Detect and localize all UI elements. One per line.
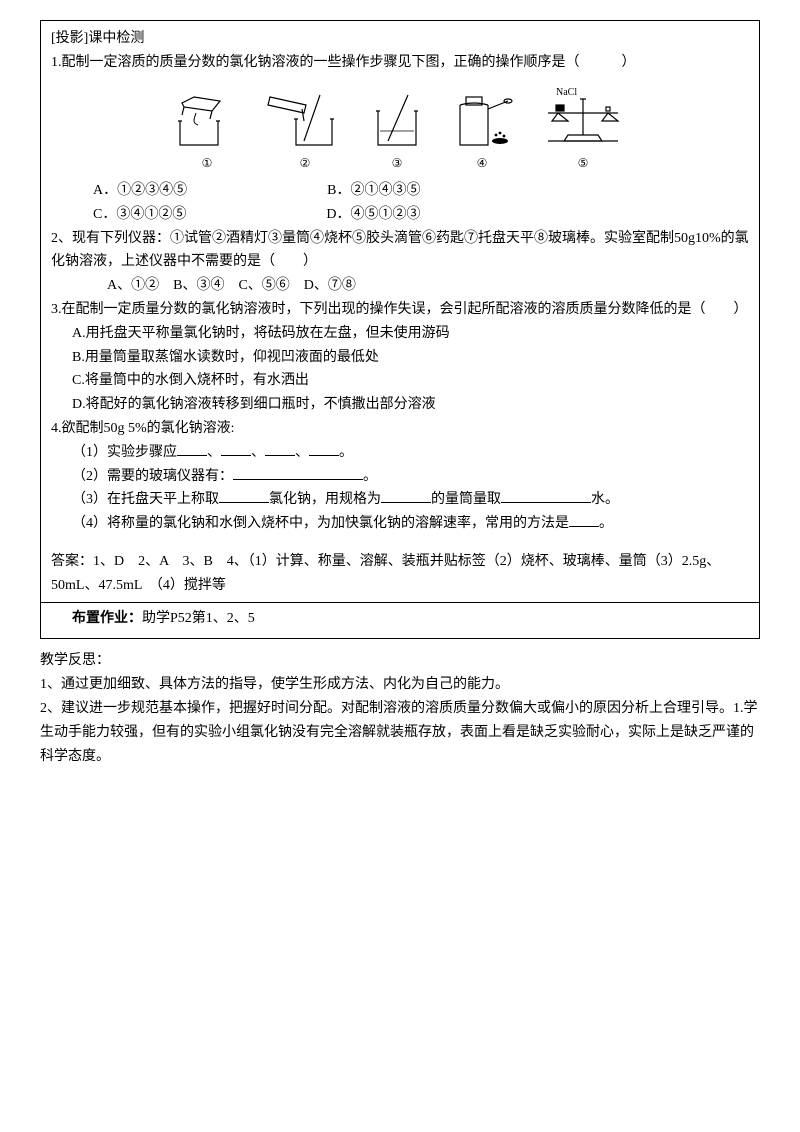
main-box: [投影]课中检测 1.配制一定溶质的质量分数的氯化钠溶液的一些操作步骤见下图，正…	[40, 20, 760, 639]
apparatus-1: ①	[172, 91, 242, 173]
apparatus-2: ②	[266, 91, 344, 173]
diagram-num-1: ①	[202, 153, 213, 173]
apparatus-5: NaCl ⑤	[538, 85, 628, 173]
q1-options-row1: A．①②③④⑤ B．②①④③⑤	[51, 179, 749, 203]
q4-stem: 4.欲配制50g 5%的氯化钠溶液:	[51, 417, 749, 441]
teaching-reflection: 教学反思： 1、通过更加细致、具体方法的指导，使学生形成方法、内化为自己的能力。…	[40, 649, 760, 768]
q1-opt-d: D．④⑤①②③	[326, 203, 420, 227]
answers: 答案：1、D 2、A 3、B 4、（1）计算、称量、溶解、装瓶并贴标签（2）烧杯…	[51, 550, 749, 598]
q1-opt-c: C．③④①②⑤	[93, 203, 186, 227]
diagram-num-5: ⑤	[578, 153, 589, 173]
q1-opt-a: A．①②③④⑤	[93, 179, 187, 203]
diagram-num-4: ④	[477, 153, 488, 173]
q1-opt-b: B．②①④③⑤	[327, 179, 420, 203]
q2-stem: 2、现有下列仪器：①试管②酒精灯③量筒④烧杯⑤胶头滴管⑥药匙⑦托盘天平⑧玻璃棒。…	[51, 227, 749, 275]
q1-options-row2: C．③④①②⑤ D．④⑤①②③	[51, 203, 749, 227]
q3-opt-d: D.将配好的氯化钠溶液转移到细口瓶时，不慎撒出部分溶液	[51, 393, 749, 417]
reflect-p1: 1、通过更加细致、具体方法的指导，使学生形成方法、内化为自己的能力。	[40, 673, 760, 697]
projection-header: [投影]课中检测	[51, 27, 749, 51]
q1-stem: 1.配制一定溶质的质量分数的氯化钠溶液的一些操作步骤见下图，正确的操作顺序是（ …	[51, 51, 749, 75]
apparatus-3: ③	[368, 91, 426, 173]
apparatus-4: ④	[450, 91, 514, 173]
q2-options: A、①② B、③④ C、⑤⑥ D、⑦⑧	[51, 274, 749, 298]
q3-stem: 3.在配制一定质量分数的氯化钠溶液时，下列出现的操作失误，会引起所配溶液的溶质质…	[51, 298, 749, 322]
q3-opt-a: A.用托盘天平称量氯化钠时，将砝码放在左盘，但未使用游码	[51, 322, 749, 346]
reflect-title: 教学反思：	[40, 649, 760, 673]
homework-text: 助学P52第1、2、5	[142, 611, 255, 626]
homework-row: 布置作业：助学P52第1、2、5	[41, 602, 759, 631]
apparatus-diagram: ① ② ③	[51, 75, 749, 179]
diagram-num-2: ②	[300, 153, 311, 173]
q4-part4: （4）将称量的氯化钠和水倒入烧杯中，为加快氯化钠的溶解速率，常用的方法是。	[51, 512, 749, 536]
spacer	[51, 536, 749, 550]
q4-part1: （1）实验步骤应、、、。	[51, 441, 749, 465]
reflect-p2: 2、建议进一步规范基本操作，把握好时间分配。对配制溶液的溶质质量分数偏大或偏小的…	[40, 697, 760, 768]
homework-label: 布置作业：	[72, 611, 142, 626]
q3-opt-c: C.将量筒中的水倒入烧杯时，有水洒出	[51, 369, 749, 393]
nacl-label: NaCl	[556, 87, 577, 98]
q4-part2: （2）需要的玻璃仪器有：。	[51, 465, 749, 489]
q3-opt-b: B.用量筒量取蒸馏水读数时，仰视凹液面的最低处	[51, 346, 749, 370]
diagram-num-3: ③	[392, 153, 403, 173]
q4-part3: （3）在托盘天平上称取氯化钠，用规格为的量筒量取水。	[51, 488, 749, 512]
